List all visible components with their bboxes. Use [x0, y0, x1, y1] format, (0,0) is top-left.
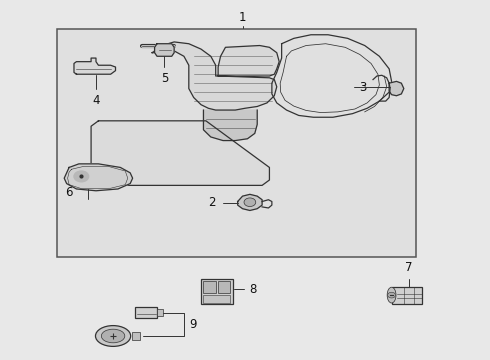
Bar — [57, 30, 416, 257]
Bar — [203, 295, 230, 303]
Bar — [392, 287, 422, 304]
Polygon shape — [389, 81, 404, 96]
Bar — [157, 309, 163, 316]
Circle shape — [388, 292, 395, 298]
Text: 4: 4 — [92, 94, 100, 107]
Bar — [132, 332, 141, 339]
Text: 5: 5 — [161, 72, 168, 85]
Bar — [203, 282, 216, 293]
Circle shape — [74, 171, 89, 182]
Text: 7: 7 — [405, 261, 413, 274]
Ellipse shape — [96, 325, 131, 346]
Ellipse shape — [101, 329, 125, 343]
Circle shape — [244, 198, 256, 207]
Polygon shape — [152, 42, 279, 110]
Polygon shape — [74, 58, 116, 74]
Bar — [218, 282, 230, 293]
Text: 2: 2 — [208, 196, 216, 209]
Polygon shape — [155, 44, 174, 56]
Polygon shape — [91, 121, 270, 185]
Text: 9: 9 — [189, 318, 196, 331]
Text: 1: 1 — [239, 12, 246, 24]
Ellipse shape — [387, 287, 396, 303]
Polygon shape — [203, 110, 257, 140]
Polygon shape — [238, 194, 262, 211]
Text: 8: 8 — [249, 283, 256, 296]
Bar — [135, 307, 157, 318]
Text: 6: 6 — [66, 186, 73, 199]
Polygon shape — [64, 164, 133, 191]
Bar — [201, 279, 233, 304]
Text: 3: 3 — [359, 81, 367, 94]
